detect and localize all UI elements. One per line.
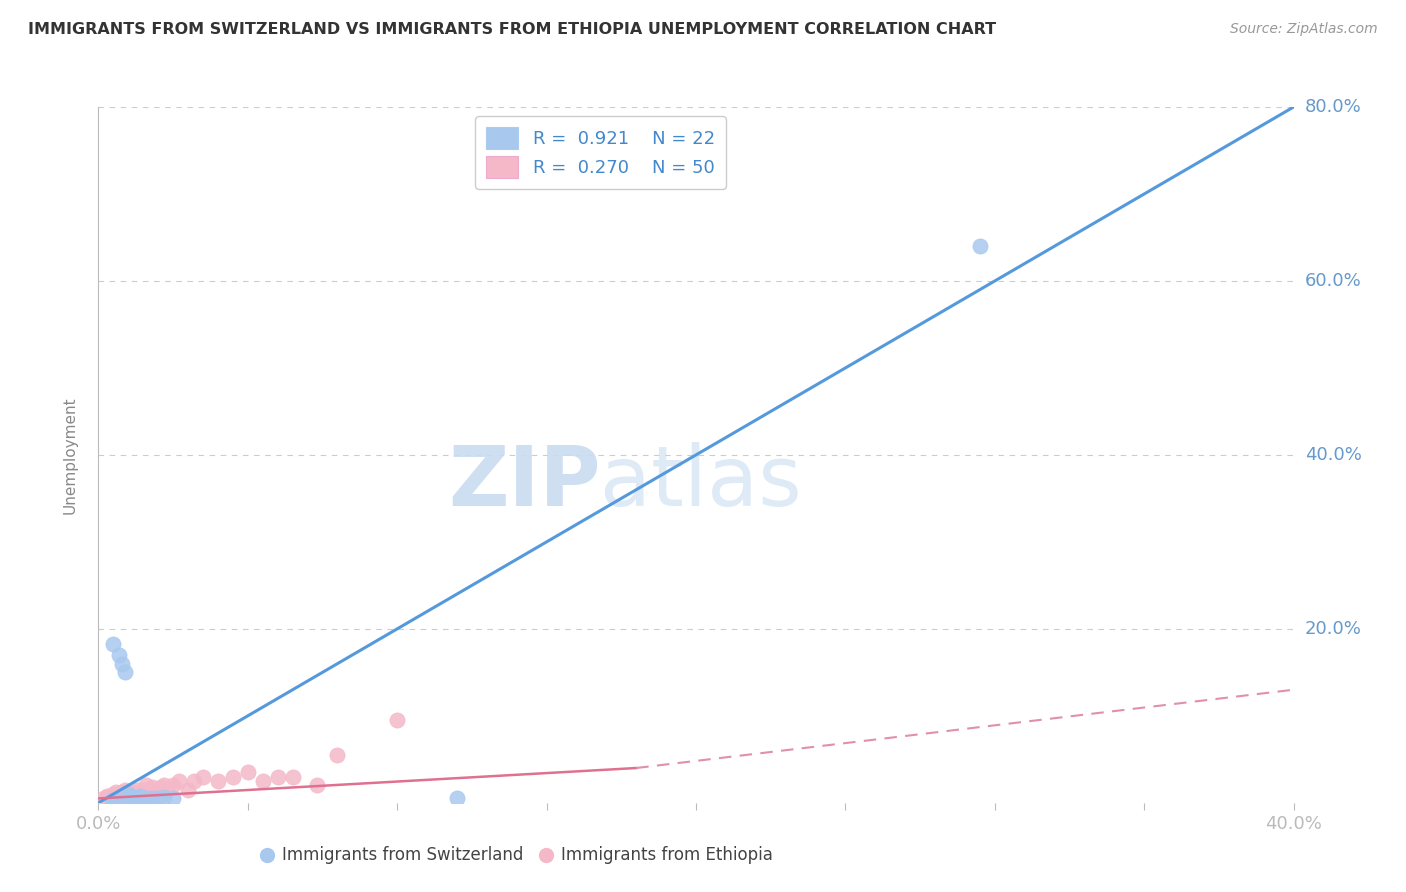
Point [153, 778, 176, 792]
Point [108, 790, 131, 805]
Point [103, 637, 125, 651]
Point [127, 782, 149, 797]
Point [124, 791, 146, 805]
Point [135, 787, 157, 801]
Point [114, 782, 136, 797]
Point [385, 713, 409, 727]
Point [105, 789, 128, 803]
Point [108, 787, 131, 801]
Point [150, 780, 173, 794]
Point [120, 789, 142, 803]
Point [129, 789, 152, 803]
Point [105, 785, 128, 799]
Point [143, 785, 166, 799]
Y-axis label: Unemployment: Unemployment [63, 396, 77, 514]
Text: 20.0%: 20.0% [1305, 620, 1361, 638]
Point [183, 774, 205, 789]
Point [191, 770, 214, 784]
Point [138, 782, 160, 797]
Point [103, 793, 125, 807]
Point [111, 785, 134, 799]
Point [135, 778, 157, 792]
Point [129, 789, 152, 803]
Point [132, 791, 155, 805]
Point [114, 665, 136, 680]
Point [969, 239, 991, 253]
Point [124, 790, 146, 805]
Point [96, 789, 118, 803]
Point [267, 770, 290, 784]
Point [117, 790, 139, 805]
Point [114, 789, 136, 803]
Point [167, 774, 190, 789]
Point [141, 780, 163, 794]
Point [93, 791, 115, 805]
Point [281, 770, 304, 784]
Text: Source: ZipAtlas.com: Source: ZipAtlas.com [1230, 22, 1378, 37]
Text: atlas: atlas [600, 442, 801, 524]
Point [156, 782, 179, 797]
Point [162, 791, 184, 805]
Text: 40.0%: 40.0% [1305, 446, 1361, 464]
Point [148, 791, 170, 805]
Point [103, 792, 125, 806]
Point [103, 794, 125, 808]
Point [124, 787, 146, 801]
Point [120, 785, 142, 799]
Point [252, 774, 274, 789]
Point [177, 782, 200, 797]
Point [326, 747, 349, 762]
Point [117, 791, 139, 805]
Point [138, 789, 160, 803]
Point [207, 774, 229, 789]
Point [111, 657, 134, 671]
Point [153, 789, 176, 804]
Text: 80.0%: 80.0% [1305, 98, 1361, 116]
Point [120, 789, 142, 803]
Point [141, 791, 163, 805]
Point [138, 792, 160, 806]
Text: 60.0%: 60.0% [1305, 272, 1361, 290]
Point [108, 648, 131, 662]
Point [127, 790, 149, 805]
Point [111, 791, 134, 805]
Point [135, 790, 157, 805]
Point [98, 790, 122, 805]
Point [148, 782, 170, 797]
Point [117, 787, 139, 801]
Point [446, 791, 468, 805]
Point [236, 765, 259, 780]
Point [162, 778, 184, 792]
Point [132, 790, 155, 805]
Point [129, 785, 152, 799]
Point [222, 770, 245, 784]
Text: ZIP: ZIP [449, 442, 600, 524]
Point [127, 789, 149, 803]
Point [141, 787, 163, 801]
Point [105, 792, 128, 806]
Point [132, 782, 155, 797]
Point [117, 787, 139, 801]
Text: IMMIGRANTS FROM SWITZERLAND VS IMMIGRANTS FROM ETHIOPIA UNEMPLOYMENT CORRELATION: IMMIGRANTS FROM SWITZERLAND VS IMMIGRANT… [28, 22, 997, 37]
Legend: Immigrants from Switzerland, Immigrants from Ethiopia: Immigrants from Switzerland, Immigrants … [253, 839, 780, 871]
Point [103, 787, 125, 801]
Point [305, 778, 328, 792]
